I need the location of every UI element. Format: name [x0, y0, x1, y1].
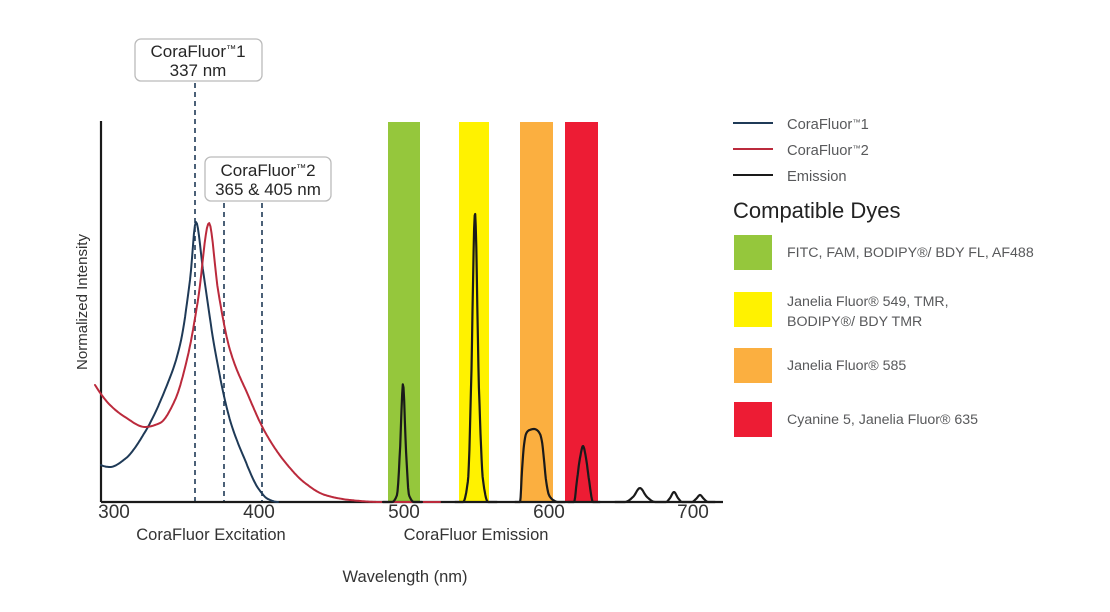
svg-text:Compatible Dyes: Compatible Dyes — [733, 198, 901, 223]
svg-text:Normalized Intensity: Normalized Intensity — [74, 234, 91, 370]
svg-text:Janelia Fluor® 585: Janelia Fluor® 585 — [787, 358, 906, 374]
svg-text:Wavelength (nm): Wavelength (nm) — [342, 568, 467, 586]
svg-text:500: 500 — [388, 502, 420, 523]
svg-text:600: 600 — [533, 502, 565, 523]
svg-text:Janelia Fluor® 549, TMR,: Janelia Fluor® 549, TMR, — [787, 294, 949, 310]
svg-text:400: 400 — [243, 502, 275, 523]
svg-text:CoraFluor Emission: CoraFluor Emission — [404, 526, 549, 544]
svg-text:Cyanine 5, Janelia Fluor® 635: Cyanine 5, Janelia Fluor® 635 — [787, 412, 978, 428]
svg-text:FITC, FAM, BODIPY®/ BDY FL, AF: FITC, FAM, BODIPY®/ BDY FL, AF488 — [787, 245, 1034, 261]
svg-text:BODIPY®/ BDY TMR: BODIPY®/ BDY TMR — [787, 314, 922, 330]
svg-text:CoraFluor Excitation: CoraFluor Excitation — [136, 526, 285, 544]
svg-text:337 nm: 337 nm — [170, 61, 227, 80]
svg-text:300: 300 — [98, 502, 130, 523]
svg-text:Emission: Emission — [787, 169, 847, 185]
svg-text:700: 700 — [677, 502, 709, 523]
svg-text:365 & 405 nm: 365 & 405 nm — [215, 180, 321, 199]
